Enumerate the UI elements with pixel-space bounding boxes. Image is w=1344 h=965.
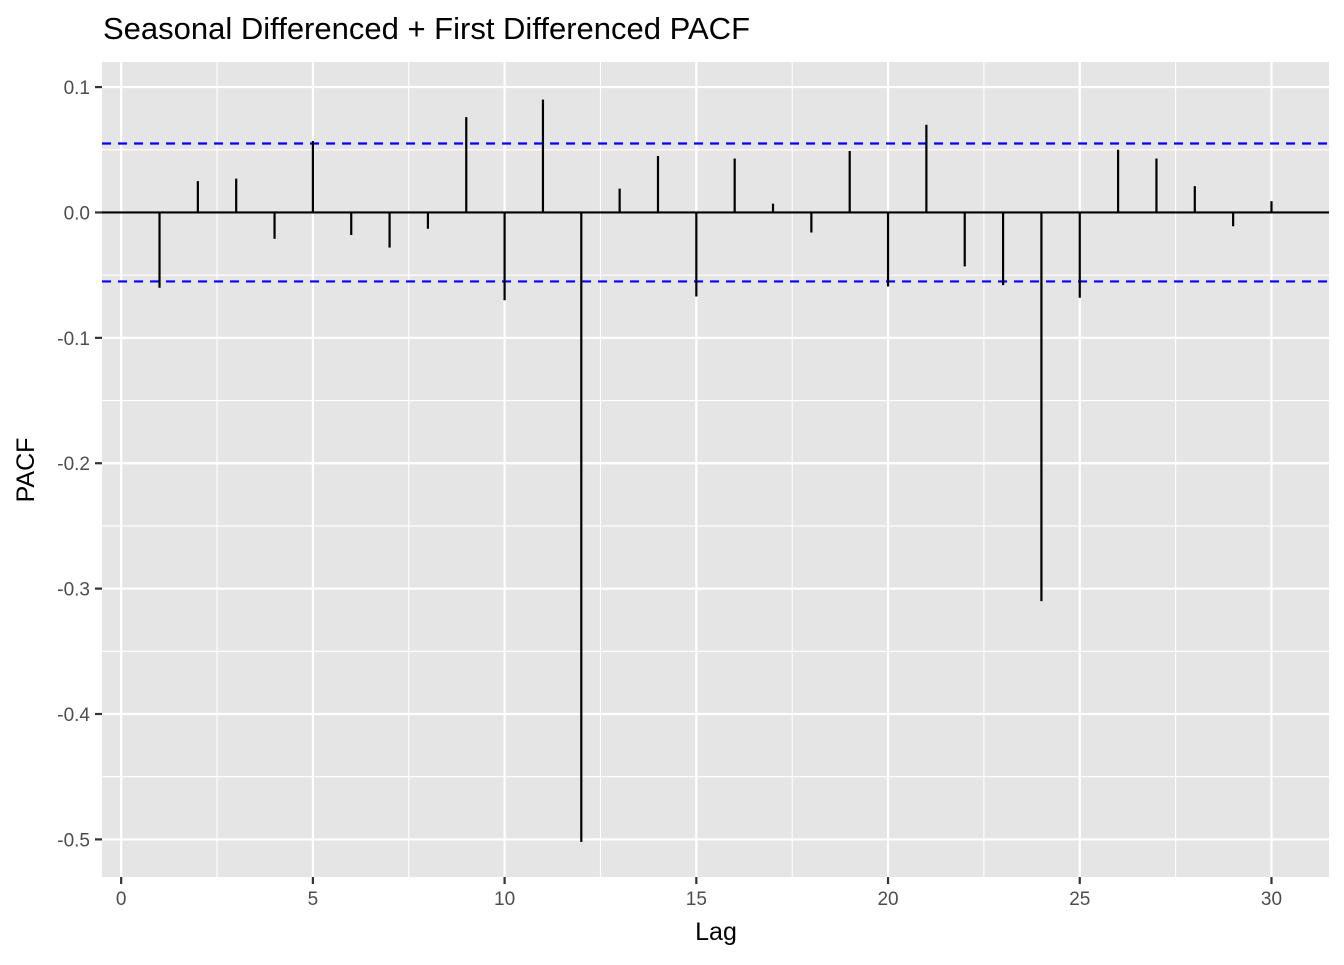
y-axis: 0.1 0.0 -0.1 -0.2 -0.3 -0.4 -0.5 [57,78,102,851]
x-axis: 0 5 10 15 20 25 30 [116,877,1282,910]
y-tick-label: -0.2 [57,454,90,475]
x-tick-label: 5 [308,889,319,910]
y-tick-label: 0.0 [64,203,90,224]
x-axis-title: Lag [695,918,737,946]
chart-title: Seasonal Differenced + First Differenced… [103,11,750,46]
x-tick-label: 20 [877,889,898,910]
x-tick-label: 10 [494,889,515,910]
y-tick-label: -0.3 [57,580,90,601]
x-tick-label: 30 [1261,889,1282,910]
y-tick-label: -0.1 [57,329,90,350]
minor-grid [102,62,1329,877]
confidence-lines [102,142,1329,283]
pacf-bars [158,99,1273,842]
x-tick-label: 0 [116,889,127,910]
x-tick-label: 25 [1069,889,1090,910]
y-tick-label: -0.5 [57,830,90,851]
major-grid [102,62,1329,877]
x-tick-label: 15 [686,889,707,910]
y-axis-title: PACF [12,438,40,503]
y-tick-label: -0.4 [57,705,90,726]
y-tick-label: 0.1 [64,78,90,99]
plot-panel [102,62,1329,877]
